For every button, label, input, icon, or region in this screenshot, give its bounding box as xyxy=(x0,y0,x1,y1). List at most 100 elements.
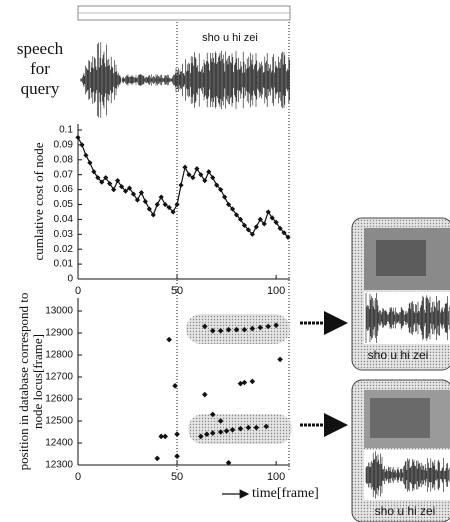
cost-point xyxy=(257,216,263,222)
cost-line xyxy=(77,137,289,238)
match-point xyxy=(249,325,256,332)
x-tick-label: 50 xyxy=(171,471,183,483)
match-point xyxy=(166,336,172,343)
result-caption: sho u hi zei xyxy=(368,348,429,362)
match-point xyxy=(241,326,248,333)
cost-point xyxy=(166,204,172,211)
match-point xyxy=(172,383,178,389)
y-tick-label: 13000 xyxy=(45,306,73,317)
match-point xyxy=(217,429,224,435)
cost-point xyxy=(174,201,180,208)
match-point xyxy=(249,378,256,385)
y-tick-label: 12600 xyxy=(45,394,73,405)
cost-point xyxy=(245,227,251,233)
cost-point xyxy=(126,185,133,191)
x-tick-label: 50 xyxy=(171,285,183,297)
cost-point xyxy=(194,166,200,172)
cost-point xyxy=(111,187,117,193)
cost-point xyxy=(190,175,196,181)
cost-point xyxy=(83,152,89,158)
match-point xyxy=(209,328,216,334)
cost-point xyxy=(154,201,160,208)
x-tick-label: 100 xyxy=(267,285,285,297)
cost-point xyxy=(229,206,236,212)
cost-point xyxy=(249,231,255,237)
cost-point xyxy=(146,206,152,212)
match-point xyxy=(162,433,168,440)
match-point xyxy=(265,323,272,330)
match-point xyxy=(154,455,161,462)
match-point xyxy=(203,431,210,437)
cost-point xyxy=(99,179,105,185)
cost-point xyxy=(198,172,204,178)
result-image-detail xyxy=(370,398,430,438)
cost-point xyxy=(214,182,220,188)
waveform-trace xyxy=(80,42,290,118)
cost-point xyxy=(75,134,81,141)
cost-point xyxy=(202,178,208,184)
match-point xyxy=(237,380,244,387)
y-tick-label: 12300 xyxy=(45,460,73,471)
match-point xyxy=(174,431,180,437)
y-tick-label: 0.09 xyxy=(54,140,74,151)
match-point xyxy=(273,322,279,329)
cost-point xyxy=(222,194,228,200)
cost-point xyxy=(95,175,101,181)
waveform-trace xyxy=(365,293,450,343)
cost-point xyxy=(182,164,188,170)
y-tick-label: 0.03 xyxy=(54,229,74,240)
x-tick-label: 100 xyxy=(267,471,285,483)
match-point xyxy=(225,460,232,466)
result-waveform xyxy=(365,451,450,499)
result-caption: sho u hi zei xyxy=(375,504,436,518)
match-point xyxy=(257,324,264,331)
cost-point xyxy=(178,182,184,188)
y-tick-label: 0 xyxy=(67,274,73,285)
match-point xyxy=(158,433,165,440)
cost-point xyxy=(91,169,97,175)
match-point xyxy=(202,323,208,330)
cost-point xyxy=(241,222,248,228)
x-tick-label: 0 xyxy=(75,471,81,483)
cost-point xyxy=(134,197,141,203)
match-point xyxy=(229,427,236,433)
match-point xyxy=(217,328,224,334)
y-tick-label: 0.1 xyxy=(59,125,73,136)
cost-point xyxy=(150,212,156,218)
x-tick-label: 0 xyxy=(75,285,81,297)
cost-point xyxy=(107,181,113,187)
match-point xyxy=(233,326,240,333)
match-point xyxy=(198,433,204,440)
match-point xyxy=(277,356,283,363)
match-point xyxy=(245,424,252,431)
cost-point xyxy=(115,178,121,184)
y-tick-label: 12800 xyxy=(45,350,73,361)
cost-point xyxy=(162,201,168,208)
x-axis-label: time[frame] xyxy=(252,486,319,501)
cost-point xyxy=(265,209,271,215)
match-point xyxy=(241,379,248,386)
cost-point xyxy=(87,160,93,166)
cost-point xyxy=(225,201,232,208)
query-label: speech xyxy=(17,39,64,58)
waveform-trace xyxy=(365,451,450,499)
match-point xyxy=(225,326,232,333)
cost-point xyxy=(79,142,85,148)
match-point xyxy=(209,430,216,436)
result-waveform xyxy=(365,293,450,343)
match-point xyxy=(253,424,260,431)
cost-point xyxy=(170,209,176,215)
cost-point xyxy=(158,194,164,200)
y-tick-label: 0.08 xyxy=(54,154,74,165)
cost-point xyxy=(103,175,109,181)
query-waveform xyxy=(80,42,290,118)
y-tick-label: 0.06 xyxy=(54,184,74,195)
cost-point xyxy=(130,191,137,197)
y-tick-label: 12900 xyxy=(45,328,73,339)
y-axis-label: position in database correspond to xyxy=(16,293,31,471)
cost-point xyxy=(273,219,279,225)
match-point xyxy=(263,423,270,430)
y-tick-label: 12400 xyxy=(45,438,73,449)
y-tick-label: 12500 xyxy=(45,416,73,427)
